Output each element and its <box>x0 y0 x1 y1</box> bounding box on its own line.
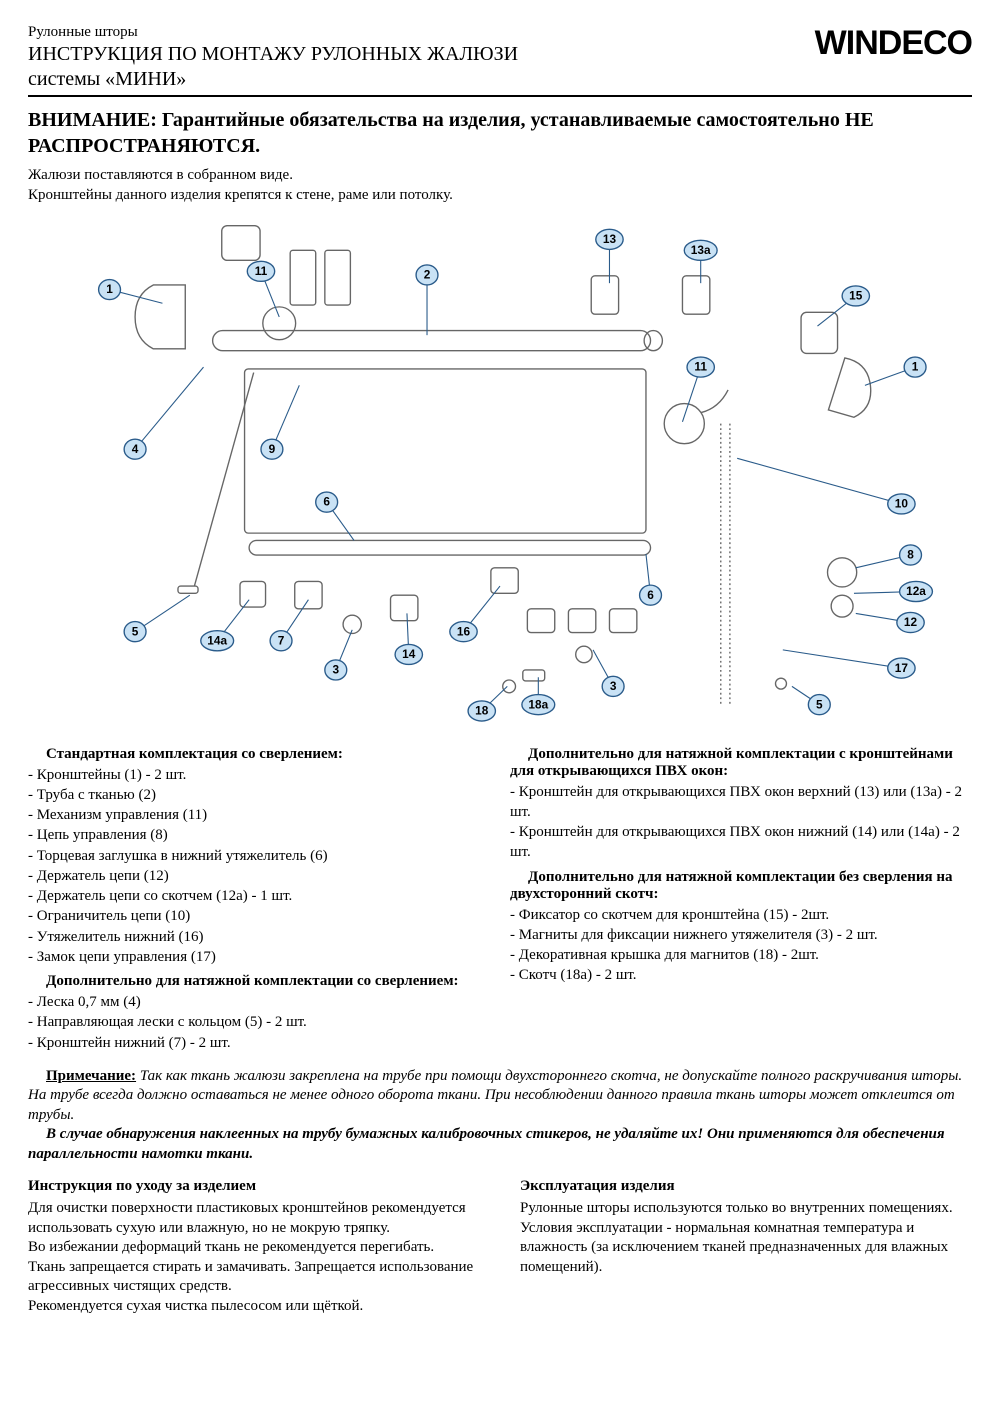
svg-text:13: 13 <box>603 232 617 246</box>
section4-title: Дополнительно для натяжной комплектации … <box>510 869 972 903</box>
diagram-svg: 11121313a1511149610812a12514a73141663181… <box>28 212 972 732</box>
intro-line-2: Кронштейны данного изделия крепятся к ст… <box>28 185 972 205</box>
svg-text:15: 15 <box>849 288 863 302</box>
header-title: ИНСТРУКЦИЯ ПО МОНТАЖУ РУЛОННЫХ ЖАЛЮЗИ <box>28 43 518 66</box>
col-right: Дополнительно для натяжной комплектации … <box>510 740 972 1053</box>
spec-columns: Стандартная комплектация со сверлением: … <box>28 740 972 1053</box>
svg-text:8: 8 <box>907 547 914 561</box>
header-small: Рулонные шторы <box>28 24 518 41</box>
section1-title: Стандартная комплектация со сверлением: <box>28 746 490 763</box>
note-block: Примечание: Так как ткань жалюзи закрепл… <box>28 1067 972 1165</box>
care-body: Для очистки поверхности пластиковых крон… <box>28 1199 480 1316</box>
usage-body: Рулонные шторы используются только во вн… <box>520 1199 972 1277</box>
list-item: Кронштейн нижний (7) - 2 шт. <box>28 1033 490 1053</box>
warning-text: ВНИМАНИЕ: Гарантийные обязательства на и… <box>28 107 972 159</box>
svg-text:12: 12 <box>904 615 918 629</box>
svg-text:1: 1 <box>106 282 113 296</box>
section3-list: Кронштейн для открывающихся ПВХ окон вер… <box>510 782 972 863</box>
list-item: Цепь управления (8) <box>28 825 490 845</box>
svg-text:4: 4 <box>132 441 139 455</box>
brand-logo: WINDECO <box>815 24 972 63</box>
note-body1: Так как ткань жалюзи закреплена на трубе… <box>28 1068 962 1123</box>
svg-text:12a: 12a <box>906 584 926 598</box>
svg-text:10: 10 <box>895 496 909 510</box>
list-item: Кронштейн для открывающихся ПВХ окон вер… <box>510 782 972 823</box>
exploded-diagram: 11121313a1511149610812a12514a73141663181… <box>28 212 972 732</box>
intro-line-1: Жалюзи поставляются в собранном виде. <box>28 165 972 185</box>
section1-list: Кронштейны (1) - 2 шт.Труба с тканью (2)… <box>28 765 490 968</box>
note-body2: В случае обнаружения наклеенных на трубу… <box>28 1126 945 1162</box>
svg-text:14a: 14a <box>207 633 227 647</box>
list-item: Ограничитель цепи (10) <box>28 906 490 926</box>
section2-list: Леска 0,7 мм (4)Направляющая лески с кол… <box>28 992 490 1053</box>
lower-columns: Инструкция по уходу за изделием Для очис… <box>28 1178 972 1316</box>
svg-text:16: 16 <box>457 624 471 638</box>
col-left: Стандартная комплектация со сверлением: … <box>28 740 490 1053</box>
list-item: Магниты для фиксации нижнего утяжелителя… <box>510 925 972 945</box>
list-item: Направляющая лески с кольцом (5) - 2 шт. <box>28 1012 490 1032</box>
list-item: Замок цепи управления (17) <box>28 947 490 967</box>
svg-text:6: 6 <box>647 587 654 601</box>
intro: Жалюзи поставляются в собранном виде. Кр… <box>28 165 972 206</box>
list-item: Кронштейны (1) - 2 шт. <box>28 765 490 785</box>
svg-text:5: 5 <box>816 697 823 711</box>
list-item: Труба с тканью (2) <box>28 785 490 805</box>
list-item: Механизм управления (11) <box>28 805 490 825</box>
list-item: Держатель цепи (12) <box>28 866 490 886</box>
list-item: Декоративная крышка для магнитов (18) - … <box>510 945 972 965</box>
svg-text:11: 11 <box>694 359 707 373</box>
list-item: Кронштейн для открывающихся ПВХ окон ниж… <box>510 822 972 863</box>
svg-text:3: 3 <box>332 662 339 676</box>
svg-text:7: 7 <box>278 633 285 647</box>
list-item: Леска 0,7 мм (4) <box>28 992 490 1012</box>
svg-text:17: 17 <box>895 660 909 674</box>
header: Рулонные шторы ИНСТРУКЦИЯ ПО МОНТАЖУ РУЛ… <box>28 24 972 97</box>
section2-title: Дополнительно для натяжной комплектации … <box>28 973 490 990</box>
note-label: Примечание: <box>46 1068 136 1084</box>
usage-title: Эксплуатация изделия <box>520 1178 972 1195</box>
svg-text:13a: 13a <box>691 242 711 256</box>
header-left: Рулонные шторы ИНСТРУКЦИЯ ПО МОНТАЖУ РУЛ… <box>28 24 518 91</box>
svg-text:6: 6 <box>323 494 330 508</box>
list-item: Скотч (18а) - 2 шт. <box>510 965 972 985</box>
usage-block: Эксплуатация изделия Рулонные шторы испо… <box>520 1178 972 1316</box>
svg-text:9: 9 <box>269 441 276 455</box>
care-title: Инструкция по уходу за изделием <box>28 1178 480 1195</box>
svg-text:18a: 18a <box>528 697 548 711</box>
header-subtitle: системы «МИНИ» <box>28 68 518 91</box>
list-item: Держатель цепи со скотчем (12а) - 1 шт. <box>28 886 490 906</box>
svg-text:2: 2 <box>424 267 431 281</box>
section4-list: Фиксатор со скотчем для кронштейна (15) … <box>510 905 972 986</box>
list-item: Торцевая заглушка в нижний утяжелитель (… <box>28 846 490 866</box>
svg-text:1: 1 <box>912 359 919 373</box>
svg-text:14: 14 <box>402 647 416 661</box>
section3-title: Дополнительно для натяжной комплектации … <box>510 746 972 780</box>
svg-text:3: 3 <box>610 679 617 693</box>
svg-text:11: 11 <box>255 263 268 277</box>
list-item: Утяжелитель нижний (16) <box>28 927 490 947</box>
list-item: Фиксатор со скотчем для кронштейна (15) … <box>510 905 972 925</box>
svg-text:18: 18 <box>475 703 489 717</box>
care-block: Инструкция по уходу за изделием Для очис… <box>28 1178 480 1316</box>
svg-text:5: 5 <box>132 624 139 638</box>
